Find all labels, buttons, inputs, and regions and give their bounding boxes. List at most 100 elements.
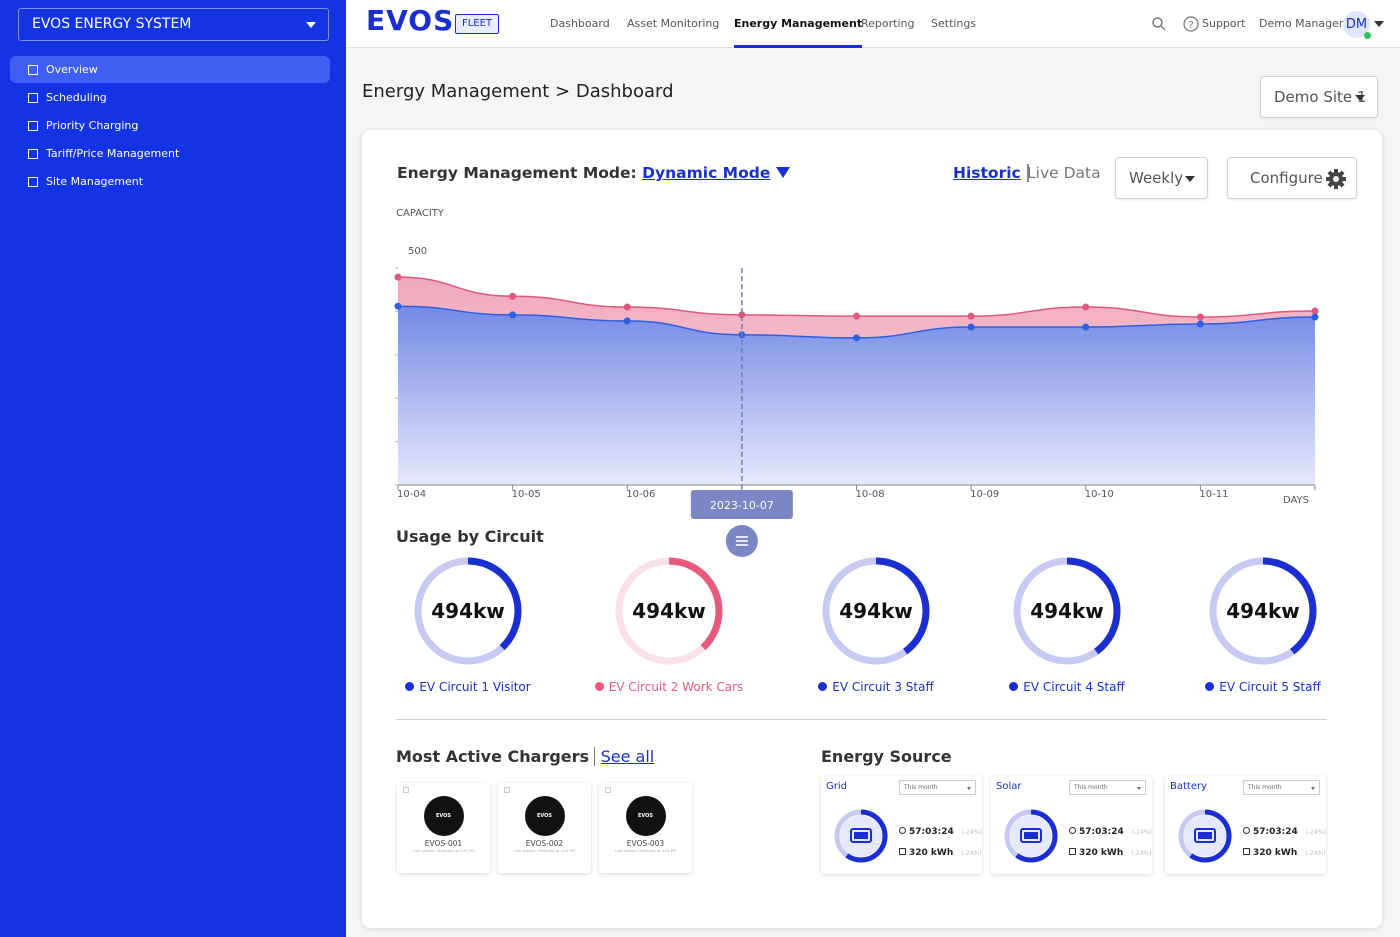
nav-link[interactable]: Reporting bbox=[861, 17, 915, 30]
point bbox=[1196, 313, 1204, 321]
donut-arc bbox=[834, 809, 888, 863]
logo[interactable]: EVOS bbox=[366, 4, 455, 37]
top-bar: EVOS FLEET Dashboard Asset Monitoring Ener… bbox=[346, 0, 1400, 48]
point bbox=[853, 334, 860, 342]
charger-logo: EVOS bbox=[524, 796, 565, 836]
nav-link[interactable]: Settings bbox=[931, 17, 977, 30]
legend-label: EV Circuit 3 Staff bbox=[832, 680, 934, 694]
circuit-legend: EV Circuit 4 Staff bbox=[967, 680, 1167, 694]
point bbox=[1082, 303, 1090, 311]
source-donut bbox=[1004, 809, 1058, 863]
site-text: Demo Site 1 bbox=[1274, 88, 1367, 106]
caret bbox=[1311, 787, 1315, 790]
capacity-chart: CAPACITY DAYS 010020030040050010-0410-05… bbox=[394, 208, 1319, 557]
menu-item[interactable]: Scheduling bbox=[10, 84, 330, 111]
source-name: Solar bbox=[996, 781, 1022, 792]
y-tick-label: 500 bbox=[408, 246, 427, 257]
see-all-link[interactable]: See all bbox=[600, 747, 655, 766]
circuit-legend: EV Circuit 5 Staff bbox=[1163, 680, 1363, 694]
search-icon[interactable] bbox=[1152, 17, 1166, 31]
charger-name: EVOS-001 bbox=[424, 839, 463, 848]
menu-item[interactable]: Priority Charging bbox=[10, 112, 330, 139]
legend-dot bbox=[1009, 682, 1019, 691]
x-tick-label: 10-09 bbox=[970, 489, 999, 500]
point bbox=[738, 311, 746, 319]
nav-link[interactable]: Dashboard bbox=[550, 17, 610, 30]
menu-checkbox bbox=[28, 65, 38, 75]
nav-link[interactable]: Energy Management bbox=[734, 0, 863, 48]
user-name[interactable]: Demo Manager bbox=[1259, 17, 1344, 30]
legend-label: EV Circuit 2 Work Cars bbox=[608, 680, 744, 694]
charger-card[interactable]: EVOS EVOS-001 Last session: Yesterday at 1… bbox=[397, 783, 490, 873]
historic-tab[interactable]: Historic bbox=[953, 164, 1029, 182]
metric-change: (-24%) bbox=[961, 829, 982, 836]
charger-card[interactable]: EVOS EVOS-002 Last session: Yesterday at 4… bbox=[498, 783, 591, 873]
donut-arc bbox=[1004, 809, 1058, 863]
circuit-legend: EV Circuit 3 Staff bbox=[776, 680, 976, 694]
mode-label: Energy Management Mode: bbox=[397, 164, 637, 182]
legend-dot bbox=[1205, 682, 1215, 691]
y-axis-label: CAPACITY bbox=[396, 208, 445, 219]
metric-row: 57:03:24 (-24%) bbox=[1243, 819, 1326, 838]
charger-logo: EVOS bbox=[625, 796, 666, 836]
chargers-header: Most Active Chargers See all bbox=[396, 747, 654, 766]
menu-item[interactable]: Tariff/Price Management bbox=[10, 140, 330, 167]
x-tick-label: 10-10 bbox=[1085, 489, 1114, 500]
chargers-title: Most Active Chargers bbox=[396, 747, 596, 766]
mode-caret[interactable] bbox=[775, 167, 790, 178]
trend-icon bbox=[899, 848, 906, 855]
donut-arc bbox=[615, 557, 723, 665]
donut-arc bbox=[1178, 809, 1232, 863]
configure-button[interactable]: Configure bbox=[1227, 157, 1357, 199]
charger-logo: EVOS bbox=[423, 796, 464, 836]
legend-label: EV Circuit 1 Visitor bbox=[419, 680, 531, 694]
charger-card[interactable]: EVOS EVOS-003 Last session: Yesterday at 4… bbox=[599, 783, 692, 873]
caret bbox=[1137, 787, 1141, 790]
metric-value: 320 kWh bbox=[1079, 848, 1124, 858]
charger-name: EVOS-003 bbox=[626, 839, 665, 848]
point bbox=[509, 311, 517, 319]
donut-value: 494kw bbox=[431, 599, 505, 623]
legend-dot bbox=[594, 682, 604, 691]
period-text: Weekly bbox=[1129, 169, 1184, 187]
period-text: This month bbox=[1248, 784, 1282, 791]
caret[interactable] bbox=[1374, 21, 1384, 27]
donut-arc bbox=[822, 557, 930, 665]
menu-item[interactable]: Site Management bbox=[10, 168, 330, 195]
site-selector[interactable]: EVOS ENERGY SYSTEM bbox=[18, 8, 329, 41]
metric-change: (-24%) bbox=[1131, 850, 1152, 857]
period-dropdown[interactable]: This month bbox=[1069, 780, 1146, 795]
site-selector-text: EVOS ENERGY SYSTEM bbox=[32, 16, 192, 32]
period-text: This month bbox=[1074, 784, 1108, 791]
charger-checkbox bbox=[605, 787, 611, 793]
live-tab[interactable]: Live Data bbox=[1027, 164, 1101, 182]
donut-value: 494kw bbox=[839, 599, 913, 623]
source-icon-fill bbox=[1024, 832, 1038, 839]
sidebar: EVOS ENERGY SYSTEM Overview Scheduling Pri… bbox=[0, 0, 346, 937]
period-dropdown[interactable]: This month bbox=[1243, 780, 1320, 795]
donut-value: 494kw bbox=[1030, 599, 1104, 623]
site-dropdown[interactable]: Demo Site 1 bbox=[1260, 76, 1378, 118]
metric-change: (-24%) bbox=[1131, 829, 1152, 836]
nav-link[interactable]: Asset Monitoring bbox=[627, 17, 720, 30]
support-link[interactable]: Support bbox=[1202, 17, 1246, 30]
caret bbox=[967, 787, 971, 790]
x-tick-label: 10-05 bbox=[512, 489, 541, 500]
charger-checkbox bbox=[504, 787, 510, 793]
charger-note: Last session: Yesterday at 4:24 PM bbox=[615, 849, 676, 853]
metric-change: (-24%) bbox=[1305, 850, 1326, 857]
menu-item[interactable]: Overview bbox=[10, 56, 330, 83]
metric-row: 320 kWh (-24%) bbox=[899, 840, 981, 859]
energy-card: Solar This month 57:03:24 (-24%) 320 kWh (-24… bbox=[991, 776, 1152, 874]
period-dropdown[interactable]: This month bbox=[899, 780, 976, 795]
clock-icon bbox=[899, 827, 906, 834]
legend-dot bbox=[818, 682, 828, 691]
donut-arc bbox=[1209, 557, 1317, 665]
metric-row: 320 kWh (-24%) bbox=[1243, 840, 1326, 859]
donut-value: 494kw bbox=[632, 599, 706, 623]
mode-row: Energy Management Mode: Dynamic Mode bbox=[397, 164, 790, 182]
mode-value[interactable]: Dynamic Mode bbox=[642, 164, 771, 182]
period-dropdown[interactable]: Weekly bbox=[1115, 157, 1208, 199]
svg-text:?: ? bbox=[1188, 20, 1193, 31]
